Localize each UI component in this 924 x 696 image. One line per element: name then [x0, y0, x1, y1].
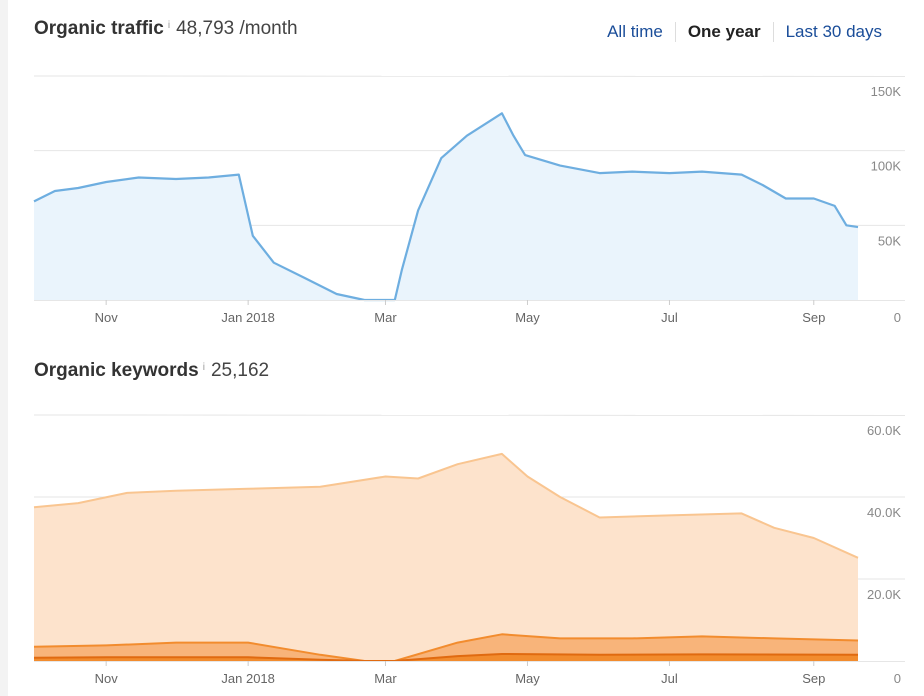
keywords-value: 25,162: [210, 360, 270, 381]
tab-divider: [772, 22, 774, 42]
keywords-y-tick-label: 60.0K: [867, 423, 901, 438]
keywords-title: Organic keywords: [34, 360, 199, 381]
keywords-x-tick-label: Sep: [802, 671, 825, 686]
keywords-series-area: [34, 453, 858, 661]
traffic-top-rule: [33, 75, 906, 77]
traffic-x-tick-label: Jan 2018: [221, 310, 275, 325]
tab-last-30-days[interactable]: Last 30 days: [785, 22, 882, 41]
left-edge-rule: [0, 0, 8, 696]
traffic-y-tick-label: 150K: [871, 84, 902, 99]
keywords-x-tick-label: May: [515, 671, 540, 686]
keywords-y-tick-label: 20.0K: [867, 587, 901, 602]
traffic-header: Organic traffic i 48,793 /month: [34, 18, 298, 48]
traffic-value: 48,793 /month: [176, 18, 298, 39]
traffic-chart: 150K 100K 50K 0 Nov Jan 2018 Mar May Jul Sep: [33, 75, 906, 325]
traffic-y-tick-label: 100K: [871, 159, 902, 174]
traffic-x-tick-label: Nov: [95, 310, 119, 325]
keywords-x-tick-label: Jul: [661, 671, 678, 686]
traffic-y-tick-label: 0: [894, 310, 901, 325]
tab-divider: [674, 22, 676, 42]
keywords-y-tick-label: 0: [894, 671, 901, 686]
keywords-x-tick-label: Mar: [374, 671, 397, 686]
date-range-tabs: All time One year Last 30 days: [595, 22, 894, 42]
traffic-info-icon[interactable]: i: [167, 20, 171, 31]
traffic-series-area: [34, 113, 858, 300]
keywords-x-tick-label: Jan 2018: [221, 671, 275, 686]
keywords-chart: 60.0K 40.0K 20.0K 0 Nov Jan 2018 Mar May Jul Sep: [33, 414, 906, 686]
traffic-series-line: [33, 112, 859, 302]
keywords-info-icon[interactable]: i: [202, 362, 205, 373]
tab-all-time[interactable]: All time: [607, 22, 663, 41]
keywords-series-line: [33, 452, 859, 559]
keywords-top-rule: [33, 414, 906, 416]
traffic-x-tick-label: May: [515, 310, 540, 325]
keywords-header: Organic keywords i 25,162: [34, 360, 269, 390]
tab-one-year[interactable]: One year: [687, 22, 761, 41]
keywords-x-tick-label: Nov: [95, 671, 119, 686]
keywords-series-line: [33, 633, 859, 662]
traffic-x-tick-label: Sep: [802, 310, 825, 325]
traffic-y-tick-label: 50K: [878, 233, 901, 248]
keywords-y-tick-label: 40.0K: [867, 505, 901, 520]
traffic-title: Organic traffic: [34, 18, 164, 39]
traffic-x-tick-label: Jul: [661, 310, 678, 325]
traffic-x-tick-label: Mar: [374, 310, 397, 325]
